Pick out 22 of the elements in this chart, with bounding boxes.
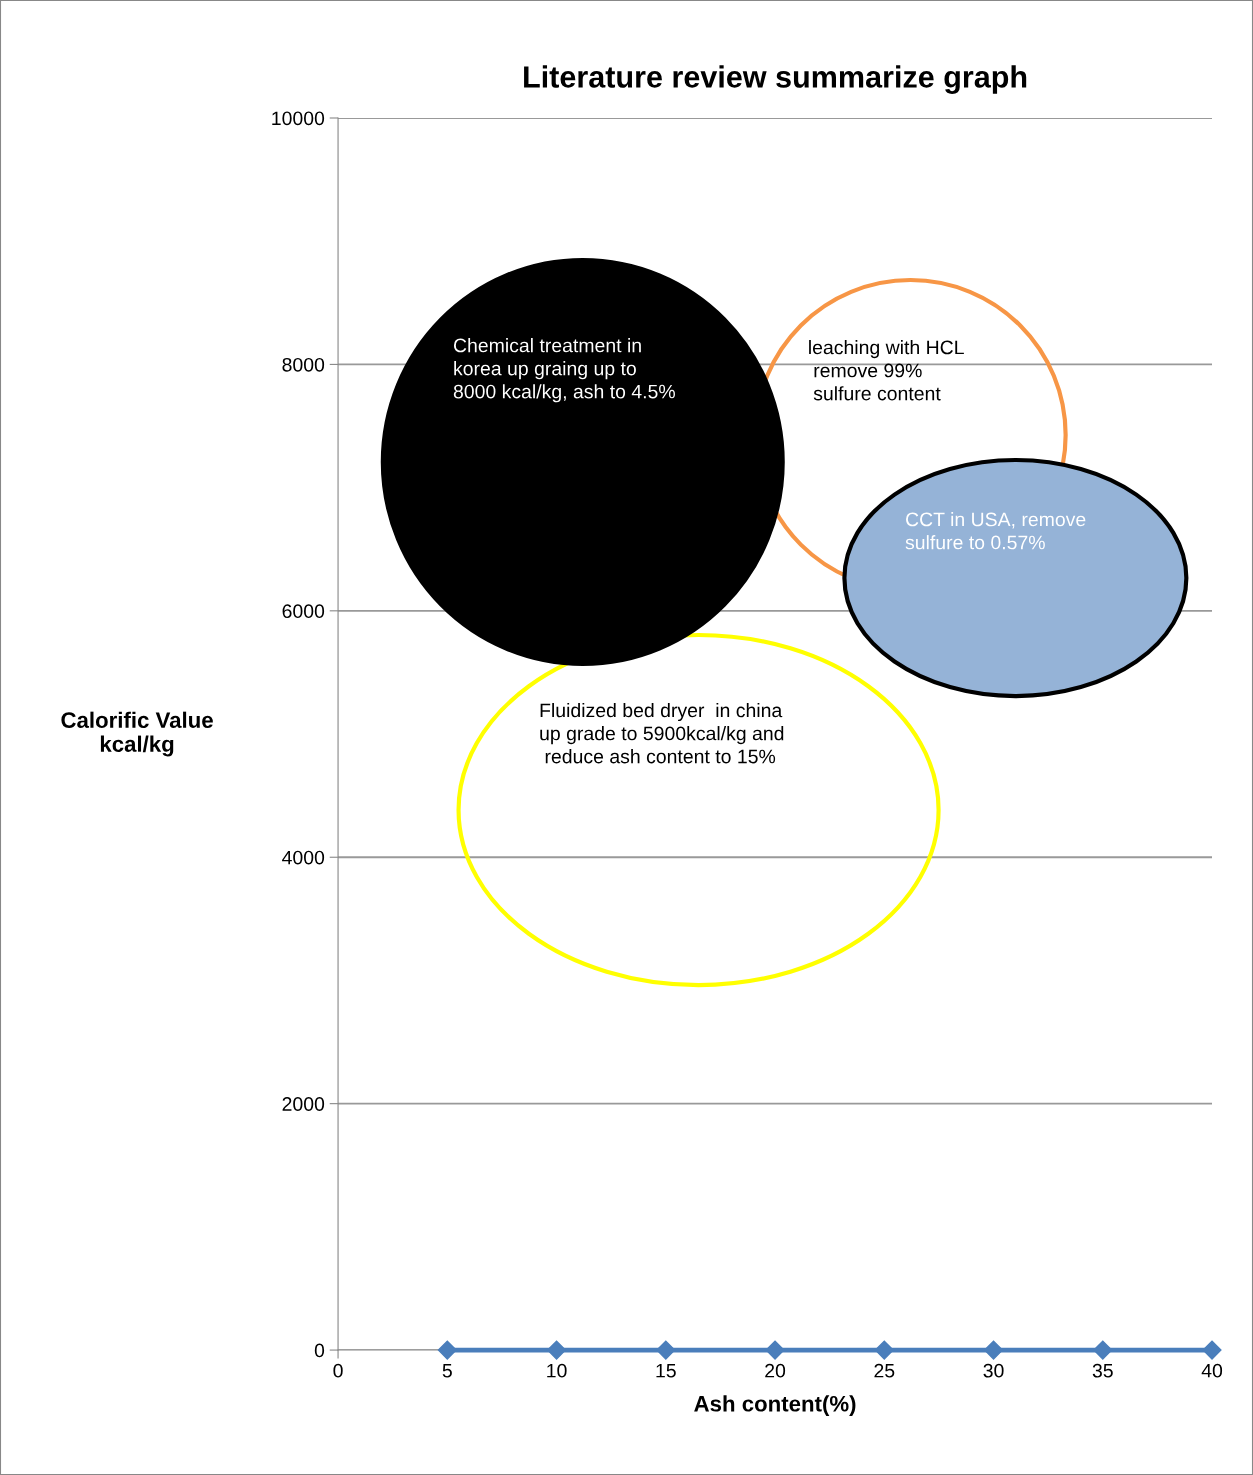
annotation: leaching with HCL remove 99% sulfure content <box>809 340 964 401</box>
y-tick-label: 6000 <box>282 604 325 619</box>
x-tick-label: 20 <box>765 1363 786 1378</box>
x-tick-label: 15 <box>656 1363 676 1378</box>
y-tick-label: 2000 <box>282 1097 325 1111</box>
chart-title: Literature review summarize graph <box>524 65 1027 94</box>
x-tick-label: 0 <box>333 1363 343 1378</box>
x-tick-label: 40 <box>1201 1363 1223 1378</box>
y-axis-title: Calorific Value kcal/kg <box>61 711 213 757</box>
y-tick-label: 0 <box>314 1343 325 1358</box>
x-tick-label: 30 <box>983 1363 1004 1378</box>
annotation: CCT in USA, remove sulfure to 0.57% <box>905 512 1086 550</box>
y-tick-label: 10000 <box>272 111 325 126</box>
x-tick-label: 10 <box>547 1363 567 1378</box>
annotation: Fluidized bed dryer in china up grade to 5900kcal/kg and reduce ash content to 15% <box>540 702 784 764</box>
x-tick-label: 35 <box>1092 1363 1113 1378</box>
y-tick-label: 4000 <box>282 850 325 865</box>
y-tick-label: 8000 <box>282 357 325 372</box>
x-axis-title: Ash content(%) <box>694 1395 856 1416</box>
x-tick-label: 25 <box>874 1363 895 1378</box>
x-tick-label: 5 <box>442 1363 452 1378</box>
annotation: Chemical treatment in korea up graing up to 8000 kcal/kg, ash to 4.5% <box>453 338 675 403</box>
